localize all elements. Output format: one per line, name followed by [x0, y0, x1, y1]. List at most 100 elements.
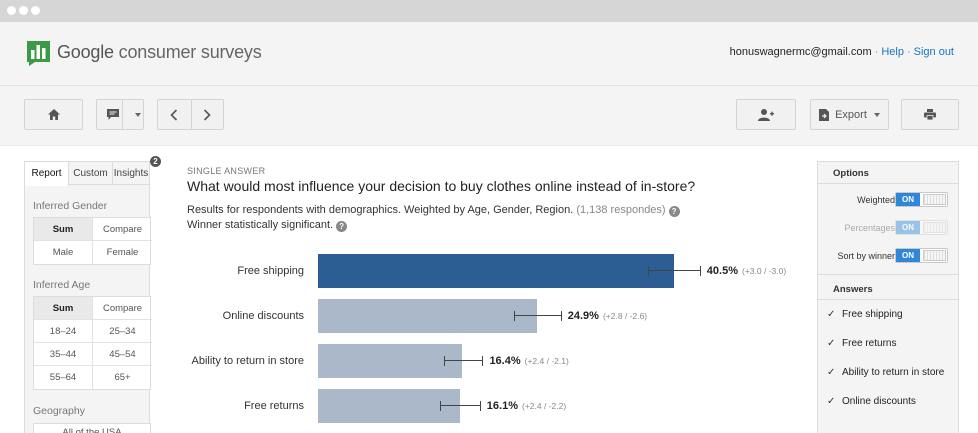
- toggle-knob: [923, 222, 946, 233]
- panel-divider: [818, 183, 958, 184]
- answer-label: Free returns: [842, 338, 897, 349]
- answer-label: Online discounts: [842, 396, 916, 407]
- gender-sum-option[interactable]: Sum: [34, 218, 93, 241]
- answer-checkbox-free-shipping[interactable]: ✓ Free shipping: [827, 309, 903, 320]
- inferred-age-label: Inferred Age: [33, 279, 91, 291]
- answer-checkbox-return-in-store[interactable]: ✓ Ability to return in store: [827, 367, 944, 378]
- error-bar: [648, 266, 701, 276]
- account-email: honuswagnermc@gmail.com: [729, 46, 872, 58]
- checkmark-icon: ✓: [827, 309, 836, 320]
- report-filter-panel: Report Custom Insights Inferred Gender S…: [24, 161, 152, 433]
- app-header: Google consumer surveys honuswagnermc@gm…: [0, 22, 978, 86]
- question-title: What would most influence your decision …: [187, 178, 696, 194]
- toggle-on-state: ON: [896, 221, 920, 234]
- bar-value-label: 40.5% (+3.0 / -3.0): [707, 265, 786, 277]
- separator: ·: [874, 46, 879, 58]
- panel-divider: [818, 299, 958, 300]
- sign-out-link[interactable]: Sign out: [913, 46, 954, 58]
- respondent-count: (1,138 respondes): [576, 204, 666, 216]
- gender-male-option[interactable]: Male: [34, 241, 93, 264]
- answers-title: Answers: [833, 284, 873, 295]
- age-filter-grid: Sum Compare 18–24 25–34 35–44 45–54 55–6…: [33, 296, 152, 390]
- weighted-toggle-label: Weighted: [857, 195, 895, 205]
- geography-label: Geography: [33, 405, 85, 417]
- chart-bar[interactable]: [318, 389, 460, 423]
- sort-by-winner-toggle[interactable]: ON: [895, 248, 948, 263]
- toggle-knob: [923, 250, 946, 261]
- button-divider: [122, 100, 123, 129]
- toolbar: Export: [0, 86, 978, 146]
- tab-report[interactable]: Report: [25, 162, 69, 186]
- add-user-icon: [758, 108, 774, 121]
- chevron-left-icon[interactable]: [170, 108, 178, 121]
- chart-bar[interactable]: [318, 254, 675, 288]
- app-logo-text: Google consumer surveys: [57, 42, 262, 63]
- age-55-64-option[interactable]: 55–64: [34, 366, 93, 389]
- export-label: Export: [835, 108, 867, 121]
- age-sum-option[interactable]: Sum: [34, 297, 93, 320]
- answer-checkbox-free-returns[interactable]: ✓ Free returns: [827, 338, 896, 349]
- age-45-54-option[interactable]: 45–54: [93, 343, 152, 366]
- toggle-on-state: ON: [896, 249, 920, 262]
- age-18-24-option[interactable]: 18–24: [34, 320, 93, 343]
- toggle-knob: [923, 194, 946, 205]
- geography-all-usa-option[interactable]: All of the USA: [62, 427, 122, 433]
- confidence-interval-text: (+3.0 / -3.0): [742, 266, 787, 276]
- options-title: Options: [833, 168, 869, 179]
- gender-female-option[interactable]: Female: [106, 247, 139, 258]
- confidence-interval-text: (+2.4 / -2.2): [522, 401, 567, 411]
- help-icon[interactable]: ?: [336, 221, 348, 232]
- confidence-interval-text: (+2.4 / -2.1): [524, 356, 569, 366]
- add-user-button[interactable]: [736, 99, 796, 130]
- results-text: Results for respondents with demographic…: [187, 204, 574, 216]
- question-type-label: SINGLE ANSWER: [187, 166, 266, 176]
- chevron-down-icon: [135, 112, 141, 117]
- tab-insights[interactable]: Insights: [113, 168, 149, 179]
- error-bar: [514, 311, 562, 321]
- consumer-surveys-logo-icon: [27, 41, 50, 66]
- button-divider: [191, 100, 192, 129]
- answer-label: Ability to return in store: [842, 367, 945, 378]
- home-button[interactable]: [24, 99, 83, 130]
- bar-value-label: 16.1% (+2.4 / -2.2): [487, 400, 566, 412]
- error-bar: [443, 356, 484, 366]
- bar-value-label: 16.4% (+2.4 / -2.1): [489, 355, 568, 367]
- error-bar: [440, 401, 481, 411]
- percentages-toggle-label: Percentages: [844, 223, 895, 233]
- answer-checkbox-online-discounts[interactable]: ✓ Online discounts: [827, 396, 916, 407]
- age-35-44-option[interactable]: 35–44: [34, 343, 93, 366]
- bar-category-label: Online discounts: [222, 310, 304, 322]
- window-titlebar: [0, 0, 978, 22]
- gender-compare-option[interactable]: Compare: [93, 218, 152, 241]
- window-minimize-dot[interactable]: [19, 6, 28, 15]
- export-button[interactable]: Export: [810, 99, 889, 130]
- age-65-plus-option[interactable]: 65+: [114, 372, 131, 383]
- age-compare-option[interactable]: Compare: [93, 297, 152, 320]
- toggle-on-state: ON: [896, 193, 920, 206]
- answer-label: Free shipping: [842, 309, 903, 320]
- logo-product-text: consumer surveys: [118, 42, 262, 62]
- chart-bar[interactable]: [318, 299, 538, 333]
- winner-significance: Winner statistically significant.?: [187, 219, 348, 232]
- bar-value-text: 40.5%: [706, 265, 738, 277]
- results-description: Results for respondents with demographic…: [187, 204, 680, 217]
- chart-bar[interactable]: [318, 344, 463, 378]
- window-maximize-dot[interactable]: [31, 6, 40, 15]
- window-close-dot[interactable]: [7, 6, 16, 15]
- bar-category-label: Ability to return in store: [191, 355, 305, 367]
- print-button[interactable]: [901, 99, 959, 130]
- tab-custom[interactable]: Custom: [69, 162, 113, 185]
- home-icon: [47, 109, 60, 120]
- help-icon[interactable]: ?: [668, 206, 680, 217]
- weighted-toggle[interactable]: ON: [895, 192, 948, 207]
- age-25-34-option[interactable]: 25–34: [93, 320, 152, 343]
- comments-dropdown-button[interactable]: [96, 99, 144, 130]
- chevron-right-icon[interactable]: [203, 108, 211, 121]
- bar-value-text: 16.1%: [486, 400, 518, 412]
- separator: ·: [906, 46, 911, 58]
- inferred-gender-label: Inferred Gender: [33, 200, 108, 212]
- help-link[interactable]: Help: [881, 46, 904, 58]
- checkmark-icon: ✓: [827, 396, 836, 407]
- sort-by-winner-toggle-label: Sort by winner: [837, 251, 895, 261]
- navigation-button-group: [157, 99, 224, 130]
